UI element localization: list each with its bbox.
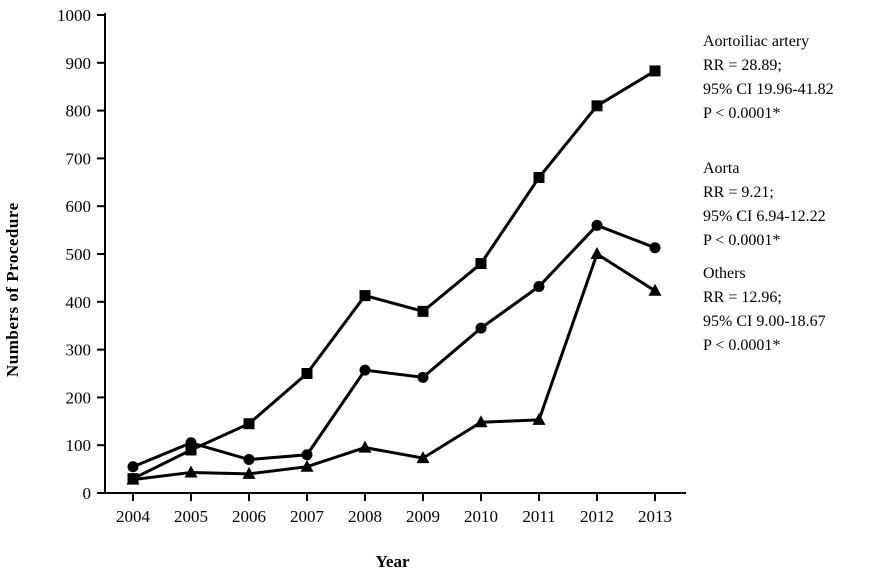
triangle-marker	[474, 415, 488, 428]
x-tick-label: 2005	[174, 507, 208, 526]
circle-marker	[185, 437, 197, 449]
triangle-marker	[648, 283, 662, 296]
y-tick-label: 200	[66, 388, 92, 407]
square-marker	[185, 444, 197, 456]
square-marker	[591, 100, 603, 112]
x-tick-label: 2010	[464, 507, 498, 526]
square-marker	[475, 258, 487, 270]
square-marker	[301, 368, 313, 379]
legend-rr-value: RR = 12.96;	[703, 289, 782, 306]
legend-rr-value: RR = 9.21;	[703, 184, 774, 201]
circle-marker	[475, 322, 487, 334]
legend: Aortoiliac artery RR = 28.89; 95% CI 19.…	[703, 0, 869, 579]
y-tick-label: 300	[66, 341, 92, 360]
series-line-square	[132, 69, 656, 481]
y-tick-label: 100	[66, 436, 92, 455]
triangle-marker	[300, 459, 314, 472]
circle-marker	[301, 449, 313, 461]
circle-marker	[591, 219, 603, 231]
square-marker	[417, 305, 429, 317]
triangle-marker	[590, 247, 604, 259]
square-marker	[649, 65, 661, 77]
triangle-marker	[416, 451, 430, 464]
y-tick-label: 700	[66, 149, 92, 168]
x-tick-label: 2012	[580, 507, 614, 526]
triangle-marker	[532, 412, 546, 425]
legend-series-name: Others	[703, 265, 746, 282]
y-tick-label: 600	[66, 197, 92, 216]
legend-ci-value: 95% CI 19.96-41.82	[703, 81, 834, 98]
legend-ci-value: 95% CI 9.00-18.67	[703, 313, 826, 330]
x-axis-title: Year	[375, 552, 410, 571]
legend-series-name: Aorta	[703, 160, 740, 177]
circle-marker	[649, 242, 661, 254]
series-line-circle	[132, 223, 656, 469]
y-tick-label: 400	[66, 293, 92, 312]
legend-p-value: P < 0.0001*	[703, 337, 781, 354]
x-tick-label: 2011	[522, 507, 555, 526]
legend-series-name: Aortoiliac artery	[703, 33, 810, 50]
circle-marker	[243, 454, 255, 466]
circle-marker	[533, 281, 545, 293]
legend-ci-value: 95% CI 6.94-12.22	[703, 208, 826, 225]
y-tick-label: 1000	[57, 6, 91, 25]
legend-p-value: P < 0.0001*	[703, 105, 781, 122]
x-tick-label: 2013	[638, 507, 672, 526]
square-marker	[533, 172, 545, 184]
y-tick-label: 500	[66, 245, 92, 264]
triangle-marker	[358, 440, 372, 453]
square-marker	[243, 418, 255, 430]
legend-block-others: Others RR = 12.96; 95% CI 9.00-18.67 P <…	[703, 262, 869, 358]
legend-block-aortoiliac-artery: Aortoiliac artery RR = 28.89; 95% CI 19.…	[703, 30, 869, 126]
x-tick-label: 2008	[348, 507, 382, 526]
circle-marker	[417, 371, 429, 383]
x-tick-label: 2009	[406, 507, 440, 526]
x-tick-label: 2007	[290, 507, 325, 526]
x-tick-label: 2004	[116, 507, 151, 526]
circle-marker	[127, 461, 139, 473]
triangle-marker	[184, 465, 198, 478]
y-tick-label: 800	[66, 102, 92, 121]
square-marker	[359, 290, 371, 302]
y-tick-label: 900	[66, 54, 92, 73]
y-tick-label: 0	[83, 484, 92, 503]
legend-p-value: P < 0.0001*	[703, 232, 781, 249]
x-tick-label: 2006	[232, 507, 266, 526]
triangle-marker	[242, 466, 256, 479]
circle-marker	[359, 364, 371, 376]
series-line-triangle	[132, 251, 656, 482]
legend-block-aorta: Aorta RR = 9.21; 95% CI 6.94-12.22 P < 0…	[703, 157, 869, 253]
triangle-marker	[126, 472, 140, 485]
legend-rr-value: RR = 28.89;	[703, 57, 782, 74]
